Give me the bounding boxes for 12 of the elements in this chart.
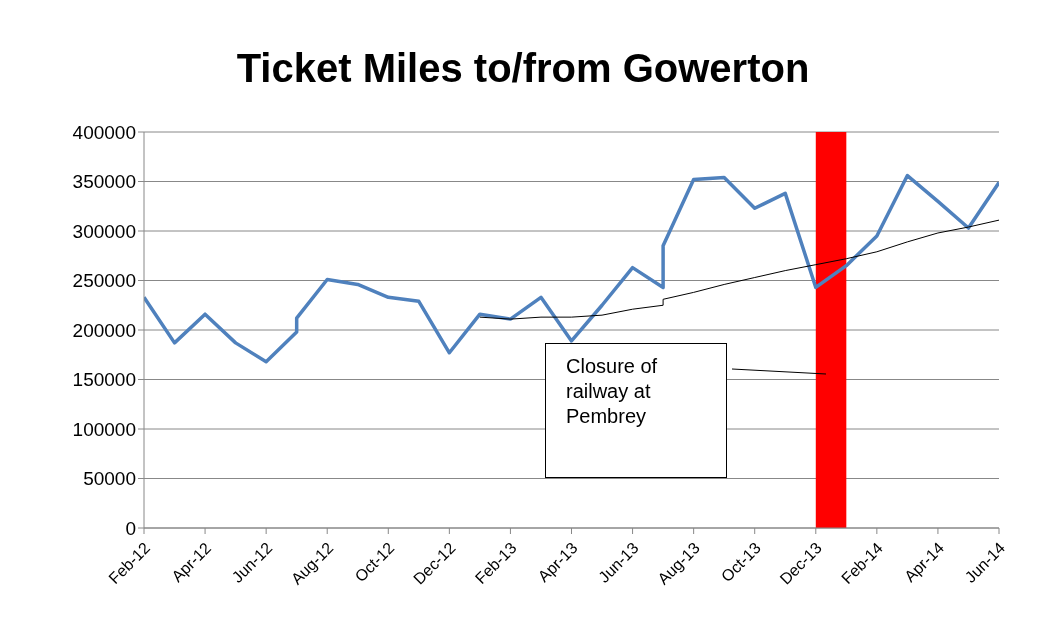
y-tick-label: 250000 bbox=[72, 270, 136, 292]
y-tick-label: 0 bbox=[125, 517, 136, 539]
chart-title: Ticket Miles to/from Gowerton bbox=[235, 46, 811, 91]
y-tick-label: 400000 bbox=[72, 121, 136, 143]
y-tick-label: 150000 bbox=[72, 369, 136, 391]
y-tick-label: 50000 bbox=[83, 468, 136, 490]
y-tick-label: 300000 bbox=[72, 220, 136, 242]
line-series bbox=[479, 219, 999, 320]
annotation: Closure of railway at Pembrey bbox=[566, 354, 659, 429]
y-tick-label: 350000 bbox=[72, 171, 136, 193]
y-tick-label: 100000 bbox=[72, 418, 136, 440]
y-tick-label: 200000 bbox=[72, 319, 136, 341]
